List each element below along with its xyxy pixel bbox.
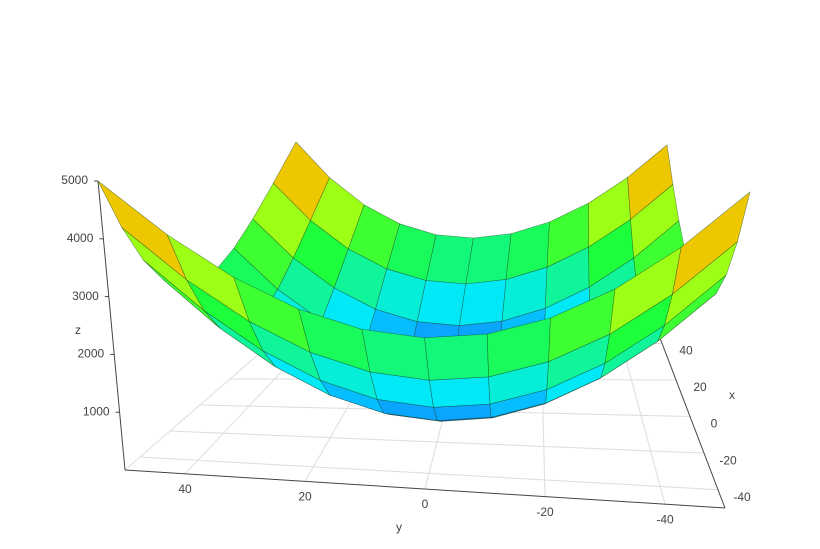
z-tick-label: 3000	[72, 289, 99, 303]
z-tick-label: 5000	[61, 173, 88, 187]
z-tick-label: 1000	[83, 404, 110, 418]
surface-cell	[671, 191, 751, 296]
surface-cell	[428, 376, 491, 408]
z-axis-title: z	[75, 323, 81, 337]
surface-cell	[424, 333, 489, 381]
x-tick-label: 40	[679, 343, 693, 357]
grid-line	[139, 456, 719, 491]
x-tick-label: -20	[719, 453, 737, 467]
z-tick-label: 2000	[77, 347, 104, 361]
surface-cell	[97, 180, 187, 280]
y-tick-label: 40	[178, 482, 192, 496]
x-tick-label: 20	[693, 380, 707, 394]
z-tick-label: 4000	[67, 231, 94, 245]
x-tick-label: -40	[733, 490, 751, 504]
y-tick-label: 0	[422, 497, 429, 511]
y-tick-label: -20	[536, 505, 554, 519]
axis-line	[97, 180, 126, 471]
grid-line	[169, 430, 705, 454]
y-axis-title: y	[396, 520, 402, 534]
y-tick-label: 20	[298, 490, 312, 504]
axis-line	[654, 324, 726, 509]
surface-cell	[458, 279, 507, 327]
x-axis-title: x	[729, 388, 735, 402]
axis-line	[124, 469, 726, 509]
x-tick-label: 0	[711, 417, 718, 431]
y-tick-label: -40	[656, 512, 674, 526]
surface	[97, 141, 751, 422]
labels: -40 -20 0 20 40 -40 -20 0 20 40 1000 2000 3000 4000 50…	[61, 173, 751, 526]
